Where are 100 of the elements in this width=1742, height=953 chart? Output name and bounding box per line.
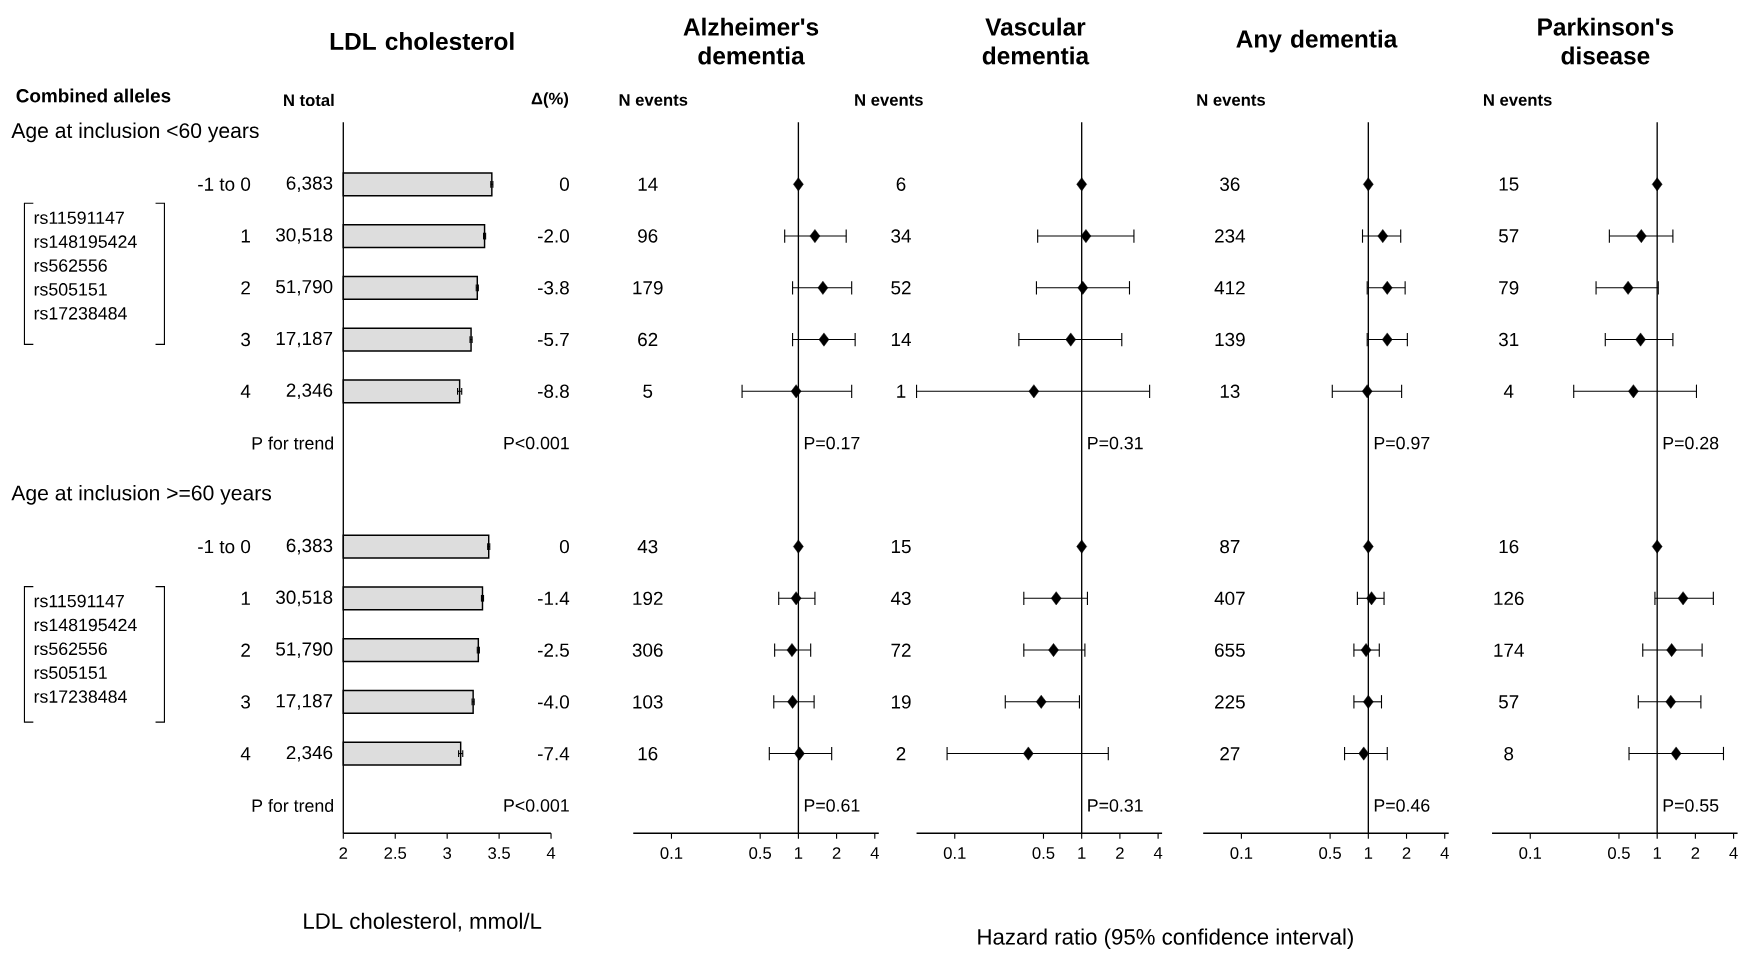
- text: rs148195424: [34, 618, 137, 632]
- annotation: -3.8: [538, 280, 569, 295]
- text: Combined alleles: [16, 88, 171, 103]
- point: [786, 643, 798, 657]
- text: rs17238484: [34, 690, 127, 703]
- x-tick-label: 2: [1691, 847, 1700, 859]
- point: [1366, 591, 1377, 606]
- text: N events: [1197, 94, 1265, 106]
- text: rs505151: [34, 666, 107, 679]
- y-tick-label: P for trend: [252, 798, 334, 812]
- x-tick-label: 4: [1729, 847, 1738, 859]
- annotation: 655: [1215, 643, 1245, 657]
- point: [1363, 177, 1374, 192]
- text: 72: [891, 643, 911, 657]
- annotation: P=0.31: [1088, 799, 1143, 812]
- annotation: 57: [1498, 695, 1519, 709]
- text: 51,790: [276, 642, 333, 658]
- text: 30,518: [276, 228, 333, 244]
- text: rs148195424: [34, 235, 137, 248]
- text: 2,346: [286, 745, 333, 762]
- text: rs562556: [34, 259, 107, 272]
- x-tick-label: 0.5: [749, 847, 772, 859]
- annotation: 16: [1499, 539, 1519, 554]
- text: 2: [896, 746, 906, 761]
- y-tick-label: 3: [241, 332, 251, 347]
- x-tick-label: 2: [339, 847, 348, 859]
- annotation: 15: [1499, 177, 1519, 191]
- text: rs11591147: [34, 211, 124, 224]
- x-tick-label: 4: [1440, 847, 1449, 859]
- y-tick-label: 1: [241, 591, 250, 605]
- x-tick-label: 0.5: [1608, 847, 1630, 859]
- text: rs505151: [34, 283, 107, 296]
- text: rs17238484: [34, 306, 127, 320]
- annotation: 412: [1214, 281, 1245, 295]
- annotation: P=0.97: [1374, 436, 1430, 450]
- point: [809, 229, 821, 243]
- y-tick-label: -1 to 0: [198, 539, 251, 554]
- chart-title: Any dementia: [1236, 29, 1398, 53]
- point: [794, 746, 805, 761]
- annotation: 407: [1214, 591, 1245, 605]
- annotation: -2.0: [538, 229, 569, 243]
- point: [818, 332, 830, 347]
- annotation: 16: [638, 746, 658, 761]
- annotation: 4: [1503, 384, 1514, 398]
- x-tick-label: 3: [443, 847, 452, 859]
- text: Δ(%): [531, 92, 569, 108]
- x-tick-label: 0.5: [1032, 847, 1055, 859]
- point: [790, 591, 802, 606]
- x-tick-label: 2: [1402, 847, 1411, 859]
- text: 43: [890, 591, 911, 605]
- text: N total: [284, 93, 334, 106]
- text: 6,383: [286, 176, 333, 192]
- text: 17,187: [276, 694, 333, 710]
- text: 6: [896, 177, 906, 191]
- text: N events: [1483, 94, 1552, 106]
- point: [787, 694, 798, 709]
- annotation: 79: [1499, 280, 1519, 295]
- annotation: 179: [633, 280, 663, 295]
- annotation: 306: [632, 643, 663, 657]
- x-tick-label: 4: [870, 847, 879, 859]
- annotation: 13: [1220, 384, 1240, 398]
- text: 51,790: [276, 279, 333, 296]
- annotation: 225: [1215, 695, 1245, 709]
- point: [790, 384, 802, 399]
- x-axis-title: LDL cholesterol, mmol/L: [304, 912, 542, 932]
- point: [793, 177, 804, 192]
- annotation: 57: [1498, 229, 1519, 243]
- annotation: P=0.55: [1663, 799, 1719, 812]
- x-tick-label: 1: [1364, 847, 1373, 859]
- text: 6,383: [286, 538, 333, 555]
- text: rs562556: [34, 642, 107, 656]
- y-tick-label: 3: [241, 695, 251, 709]
- annotation: -5.7: [538, 332, 569, 347]
- annotation: 36: [1220, 177, 1240, 191]
- chart-title: Vascular dementia: [982, 17, 1090, 65]
- point: [1358, 746, 1369, 761]
- text: N events: [619, 94, 688, 106]
- annotation: P=0.17: [804, 436, 860, 450]
- annotation: 62: [638, 332, 658, 347]
- y-tick-label: 2: [241, 643, 250, 657]
- x-tick-label: 0.1: [1230, 847, 1253, 859]
- y-tick-label: 2: [241, 281, 250, 295]
- annotation: 192: [633, 591, 663, 605]
- text: rs11591147: [34, 594, 124, 608]
- text: 15: [891, 539, 911, 554]
- chart-title: Alzheimer's dementia: [683, 17, 819, 65]
- text: 17,187: [276, 331, 333, 348]
- x-tick-label: 4: [546, 847, 556, 859]
- annotation: 14: [638, 177, 658, 191]
- point: [793, 539, 804, 554]
- chart-title: LDL cholesterol: [330, 32, 514, 50]
- point: [1382, 280, 1393, 295]
- y-tick-label: -1 to 0: [198, 177, 251, 191]
- annotation: 87: [1220, 539, 1240, 554]
- text: Age at inclusion >=60 years: [11, 484, 272, 505]
- point: [1363, 539, 1374, 554]
- text: 0: [559, 177, 569, 191]
- text: N events: [855, 94, 923, 106]
- annotation: 103: [633, 695, 663, 709]
- annotation: 126: [1494, 591, 1524, 605]
